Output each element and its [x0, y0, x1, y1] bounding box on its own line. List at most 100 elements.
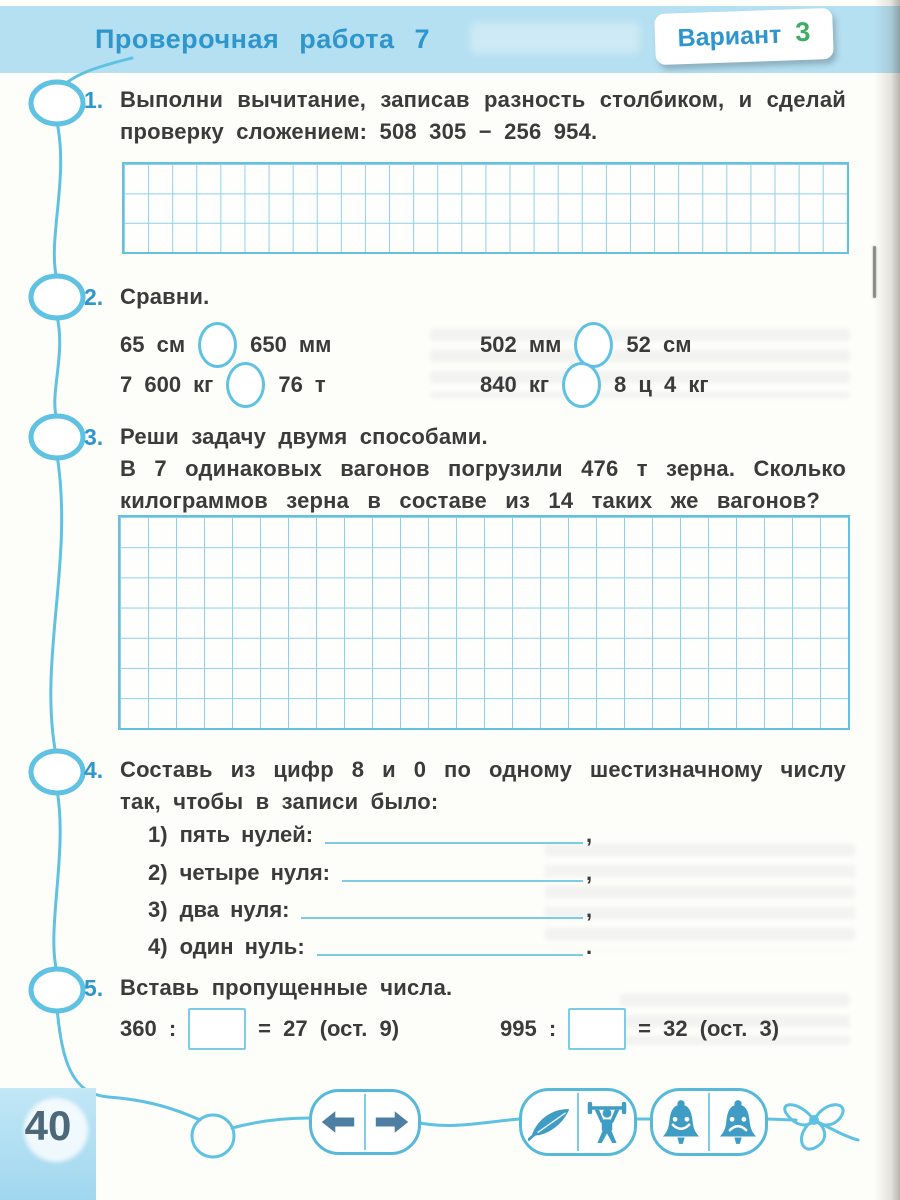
fill-in-label: четыре нуля: [179, 860, 331, 885]
task-4-number: 4. [84, 757, 104, 783]
next-page-button[interactable] [366, 1092, 418, 1152]
task-3-writing-grid[interactable] [118, 515, 850, 730]
left-arrow-icon [321, 1111, 355, 1133]
task-5-number: 5. [84, 975, 104, 1001]
fill-in-label: пять нулей: [179, 822, 314, 847]
feather-icon [527, 1109, 569, 1141]
task-bead-5 [28, 966, 86, 1014]
fill-in-item-number: 4) [148, 934, 168, 959]
pill-divider [708, 1093, 710, 1151]
feedback-pill [650, 1088, 768, 1156]
fill-in-label: один нуль: [179, 934, 305, 959]
fill-in-blank[interactable] [301, 917, 583, 919]
comparison-left: 65 см [120, 332, 186, 357]
page-title: Проверочная работа 7 [95, 24, 430, 54]
task-1-text-line1: Выполни вычитание, записав разность стол… [120, 87, 846, 112]
comparison-row: 65 см 650 мм [120, 322, 331, 368]
difficulty-pill [519, 1088, 637, 1156]
fill-in-blank[interactable] [342, 880, 583, 882]
bow-center [809, 1115, 819, 1125]
comparison-circle[interactable] [226, 362, 266, 408]
comparison-circle[interactable] [562, 362, 601, 408]
page-number: 40 [24, 1102, 72, 1149]
staple [873, 246, 876, 298]
task-1-writing-grid[interactable] [122, 162, 849, 254]
task-bead-1 [28, 79, 86, 127]
fill-in-row: 4) один нуль: . [148, 934, 596, 960]
fill-in-item-number: 3) [148, 897, 168, 922]
fill-in-item-number: 2) [148, 860, 168, 885]
page-navigation-pill [309, 1089, 421, 1155]
fill-in-row: 3) два нуля: , [148, 897, 596, 923]
task-2-number: 2. [84, 284, 104, 310]
task-bead-4 [28, 748, 86, 796]
variant-badge: Вариант 3 [654, 7, 834, 66]
fill-in-row: 2) четыре нуля: , [148, 860, 596, 886]
equation-row: 995 : = 32 (ост. 3) [500, 1008, 779, 1050]
answer-box[interactable] [568, 1008, 627, 1050]
string-4-5 [52, 788, 62, 974]
weightlifter-icon [587, 1101, 626, 1143]
string-nav-to-effort [413, 1117, 521, 1127]
string-to-nav [230, 1116, 311, 1130]
equation-prefix: 360 : [120, 1016, 177, 1041]
task-3-text-line1: Реши задачу двумя способами. [120, 424, 488, 449]
string-3-4 [49, 453, 64, 757]
comparison-right: 650 мм [250, 332, 332, 357]
liked-bell-button[interactable] [653, 1091, 708, 1153]
task-3-text-line3: килограммов зерна в составе из 14 таких … [120, 488, 820, 513]
task-1-number: 1. [84, 87, 104, 113]
fill-in-blank[interactable] [316, 954, 583, 956]
disliked-bell-button[interactable] [710, 1091, 765, 1153]
string-2-3 [53, 314, 62, 422]
task-1-text-line2: проверку сложением: 508 305 − 256 954. [120, 119, 598, 144]
sad-bell-icon [719, 1100, 756, 1144]
fill-in-punctuation: , [586, 860, 593, 885]
task-bead-2 [28, 273, 86, 321]
equation-prefix: 995 : [500, 1016, 557, 1041]
comparison-row: 7 600 кг 76 т [120, 362, 326, 408]
fill-in-label: два нуля: [179, 897, 290, 922]
string-loop [190, 1113, 236, 1159]
happy-bell-icon [662, 1100, 699, 1144]
task-2-title: Сравни. [120, 284, 210, 309]
bow-knot-icon [783, 1103, 860, 1151]
equation-suffix: = 27 (ост. 9) [258, 1016, 400, 1041]
comparison-left: 840 кг [480, 372, 549, 397]
comparison-right: 76 т [278, 372, 326, 397]
pill-divider [577, 1093, 579, 1151]
task-5-title: Вставь пропущенные числа. [120, 975, 453, 1000]
task-3-text-line2: В 7 одинаковых вагонов погрузили 476 т з… [120, 456, 846, 481]
easy-feather-button[interactable] [522, 1091, 577, 1153]
right-arrow-icon [375, 1111, 409, 1133]
hard-weightlifter-button[interactable] [579, 1091, 634, 1153]
page-edge-shadow [874, 0, 900, 1200]
variant-label: Вариант [677, 20, 782, 53]
page-number-oval [24, 1098, 88, 1162]
comparison-circle[interactable] [198, 322, 238, 368]
comparison-left: 502 мм [480, 332, 562, 357]
task-bead-3 [28, 413, 86, 461]
variant-number: 3 [794, 16, 811, 48]
bleed-through-smudge [545, 835, 855, 950]
comparison-right: 52 см [626, 332, 692, 357]
equation-row: 360 : = 27 (ост. 9) [120, 1008, 399, 1050]
equation-suffix: = 32 (ост. 3) [638, 1016, 780, 1041]
task-3-number: 3. [84, 424, 104, 450]
comparison-left: 7 600 кг [120, 372, 214, 397]
comparison-row: 840 кг 8 ц 4 кг [480, 362, 709, 408]
answer-box[interactable] [188, 1008, 247, 1050]
fill-in-item-number: 1) [148, 822, 168, 847]
string-1-2 [52, 120, 63, 282]
pill-divider [364, 1094, 366, 1150]
prev-page-button[interactable] [312, 1092, 364, 1152]
fill-in-punctuation: , [586, 822, 593, 847]
fill-in-punctuation: , [586, 897, 593, 922]
task-4-text-line1: Составь из цифр 8 и 0 по одному шестизна… [120, 757, 846, 782]
fill-in-punctuation: . [586, 934, 593, 959]
task-4-text-line2: так, чтобы в записи было: [120, 789, 439, 814]
fill-in-blank[interactable] [325, 842, 583, 844]
fill-in-row: 1) пять нулей: , [148, 822, 596, 848]
comparison-right: 8 ц 4 кг [614, 372, 709, 397]
